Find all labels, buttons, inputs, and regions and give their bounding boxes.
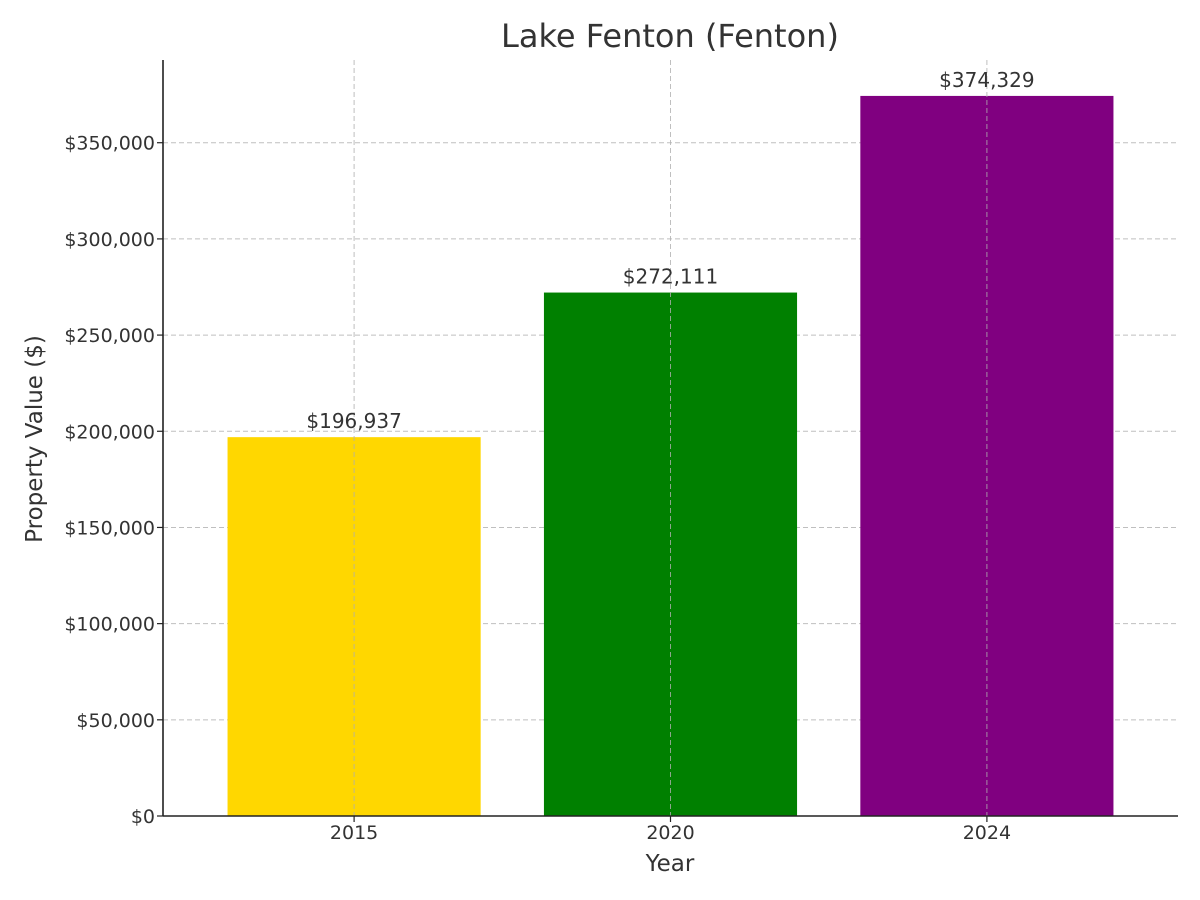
- x-axis-title: Year: [645, 851, 695, 877]
- y-tick-label: $200,000: [64, 421, 155, 443]
- x-tick-label: 2024: [963, 822, 1011, 844]
- y-tick-label: $250,000: [64, 325, 155, 347]
- bar-2020: [543, 292, 798, 817]
- bar-value-label: $196,937: [306, 409, 401, 433]
- bar-value-label: $374,329: [939, 68, 1034, 92]
- y-tick-label: $300,000: [64, 229, 155, 251]
- y-tick-label: $0: [131, 806, 155, 828]
- x-tick-label: 2015: [330, 822, 378, 844]
- x-tick-label: 2020: [646, 822, 694, 844]
- axis-layer: [157, 60, 1178, 822]
- bar-value-label: $272,111: [623, 265, 718, 289]
- chart-title: Lake Fenton (Fenton): [501, 17, 839, 55]
- y-tick-label: $350,000: [64, 133, 155, 155]
- vertical-grid-layer: [353, 60, 988, 816]
- label-layer: $0 $50,000 $100,000 $150,000 $200,000 $250,00…: [64, 68, 1034, 844]
- y-tick-label: $100,000: [64, 614, 155, 636]
- y-axis-title: Property Value ($): [22, 335, 48, 543]
- y-tick-label: $150,000: [64, 517, 155, 539]
- y-tick-label: $50,000: [76, 710, 155, 732]
